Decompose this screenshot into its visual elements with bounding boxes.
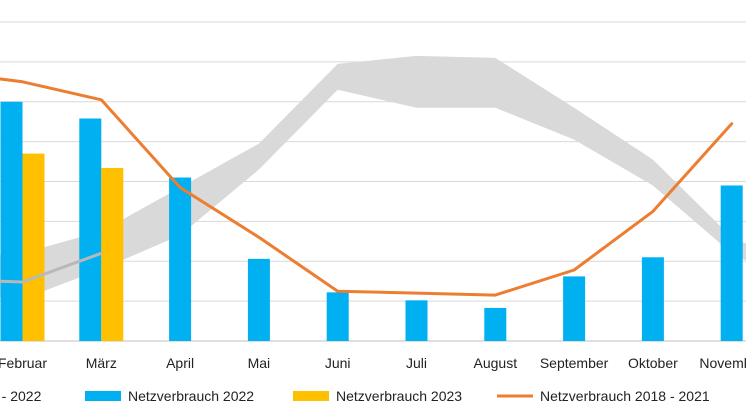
x-tick-label-juli: Juli [406,355,427,371]
range-band [0,55,746,300]
x-tick-label-mai: Mai [248,355,271,371]
x-tick-label-oktober: Oktober [628,355,678,371]
bar-2022-juli [405,300,428,341]
x-tick-label-april: April [166,355,194,371]
bar-2022-august [484,307,507,341]
bar-2022-februar [0,101,23,341]
x-tick-label-märz: März [86,355,117,371]
x-tick-label-september: September [540,355,609,371]
bar-2022-september [563,276,586,341]
x-tick-label-juni: Juni [325,355,351,371]
bar-2022-märz [79,118,102,341]
bar-2023-märz [101,167,124,341]
legend-swatch [293,391,329,401]
line-grey-series [0,251,103,284]
bar-2022-mai [247,258,270,341]
line-2018-2021 [0,77,734,297]
legend-label: Netzverbrauch 2018 - 2021 [540,388,710,404]
legend-label: Netzverbrauch 2022 [128,388,254,404]
x-tick-label-august: August [474,355,518,371]
legend-label: 8 - 2022 [0,388,42,404]
bar-2022-april [169,177,192,341]
legend-swatch [85,391,121,401]
bar-2023-februar [22,153,45,341]
x-tick-label-februar: Februar [0,355,47,371]
bar-2022-juni [326,292,349,341]
bar-2022-oktober [641,257,664,341]
legend-label: Netzverbrauch 2023 [336,388,462,404]
x-tick-label-november: November [699,355,746,371]
bar-2022-november [720,185,743,341]
